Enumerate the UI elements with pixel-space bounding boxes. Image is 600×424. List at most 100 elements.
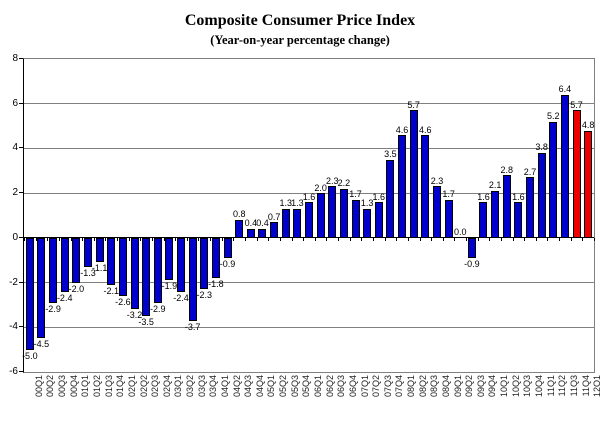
bar <box>514 202 523 238</box>
category-axis-tick <box>221 238 223 242</box>
y-axis-label: 4 <box>12 142 18 154</box>
x-axis-label: 01Q2 <box>91 375 102 398</box>
bar <box>502 175 511 238</box>
category-axis-tick <box>291 238 293 242</box>
category-axis-tick <box>233 238 235 242</box>
x-axis-label: 04Q4 <box>254 375 265 398</box>
bar <box>95 237 104 263</box>
bar-value-label: 2.1 <box>488 180 502 191</box>
bar <box>177 237 186 292</box>
bar <box>479 202 488 238</box>
category-axis-tick <box>303 238 305 242</box>
bar-value-label: -4.5 <box>33 339 50 350</box>
chart-title: Composite Consumer Price Index <box>184 12 416 29</box>
bar <box>409 110 418 238</box>
category-axis-tick <box>454 238 456 242</box>
bar <box>316 193 325 238</box>
grid-line <box>24 103 594 105</box>
bar-value-label: 5.7 <box>407 99 420 110</box>
bar <box>270 222 279 238</box>
x-axis-label: 07Q4 <box>394 375 405 398</box>
grid-line <box>24 192 594 194</box>
bar-value-label: -1.9 <box>161 281 178 292</box>
x-axis-label: 11Q2 <box>557 375 568 397</box>
y-axis-label: 8 <box>12 53 18 64</box>
bar-value-label: -0.9 <box>219 258 236 269</box>
category-axis-tick <box>396 238 398 242</box>
bar-value-label: 5.7 <box>570 99 583 110</box>
y-axis-label: 2 <box>12 187 18 199</box>
bar <box>537 152 546 238</box>
category-axis-tick <box>582 238 584 242</box>
x-axis-label: 04Q2 <box>231 375 242 398</box>
bar <box>142 237 151 317</box>
category-axis-tick <box>210 238 212 242</box>
y-axis-tick <box>19 236 23 238</box>
bar <box>351 199 360 238</box>
bar-value-label: 1.6 <box>477 191 490 202</box>
category-axis-tick <box>279 238 281 242</box>
bar <box>223 237 232 258</box>
bar <box>386 159 395 238</box>
x-axis-label: 08Q3 <box>429 375 440 398</box>
category-axis-tick <box>24 238 25 242</box>
x-axis-label: 11Q1 <box>545 375 556 397</box>
bar <box>328 186 337 238</box>
category-axis-tick <box>70 238 72 242</box>
x-axis-label: 07Q2 <box>371 375 382 398</box>
bar-value-label: 4.6 <box>419 124 432 135</box>
bar <box>444 199 453 238</box>
category-axis-tick <box>570 238 572 242</box>
y-axis-label: -6 <box>9 366 18 377</box>
category-axis-tick <box>594 238 595 242</box>
bar-value-label: -3.2 <box>126 310 143 321</box>
bar-value-label: -5.0 <box>22 350 38 361</box>
category-axis-tick <box>140 238 142 242</box>
bar-value-label: 2.2 <box>337 178 351 189</box>
x-axis-label: 02Q4 <box>161 375 172 398</box>
x-axis-label: 06Q4 <box>347 375 358 398</box>
bar-value-label: -2.6 <box>115 296 131 307</box>
x-axis-label: 11Q4 <box>580 375 591 397</box>
category-axis-tick <box>559 238 561 242</box>
x-axis-label: 02Q1 <box>126 375 137 398</box>
category-axis-tick <box>198 238 200 242</box>
bar-value-label: 0.4 <box>256 218 269 229</box>
category-axis-tick <box>47 238 49 242</box>
grid-line <box>24 326 594 328</box>
bar-value-label: 2.0 <box>314 182 327 193</box>
x-axis-label: 08Q1 <box>406 375 417 398</box>
x-axis-label: 04Q3 <box>243 375 254 398</box>
bar-value-label: 0.4 <box>244 218 258 229</box>
bar-value-label: -1.1 <box>91 263 108 274</box>
x-axis-label: 02Q2 <box>138 375 149 398</box>
bar-value-label: -3.5 <box>138 317 154 328</box>
bar <box>363 208 372 238</box>
bar <box>60 237 69 292</box>
bar <box>37 237 46 339</box>
category-axis-tick <box>58 238 60 242</box>
bar-value-label: 1.3 <box>279 198 292 209</box>
bar-value-label: -3.7 <box>184 321 201 332</box>
y-axis-tick <box>19 192 23 194</box>
category-axis-tick <box>489 238 491 242</box>
bar-value-label: -2.4 <box>56 292 73 303</box>
bar-value-label: -2.9 <box>150 303 166 314</box>
y-axis-tick <box>19 58 23 59</box>
y-axis-tick <box>19 371 23 372</box>
x-axis-label: 09Q2 <box>464 375 475 398</box>
bar <box>72 237 81 283</box>
bar-value-label: 3.8 <box>535 142 548 153</box>
category-axis-tick <box>524 238 526 242</box>
bar-value-label: 1.6 <box>372 191 386 202</box>
bar-value-label: 1.6 <box>302 191 316 202</box>
bar <box>560 94 569 238</box>
bar <box>467 237 476 258</box>
category-axis-tick <box>349 238 351 242</box>
bar-value-label: 1.7 <box>349 189 362 200</box>
bar-value-label: -0.9 <box>464 258 480 269</box>
bar-value-label: -2.3 <box>196 290 213 301</box>
x-axis-label: 05Q2 <box>278 375 289 398</box>
chart-subtitle: (Year-on-year percentage change) <box>210 33 390 47</box>
